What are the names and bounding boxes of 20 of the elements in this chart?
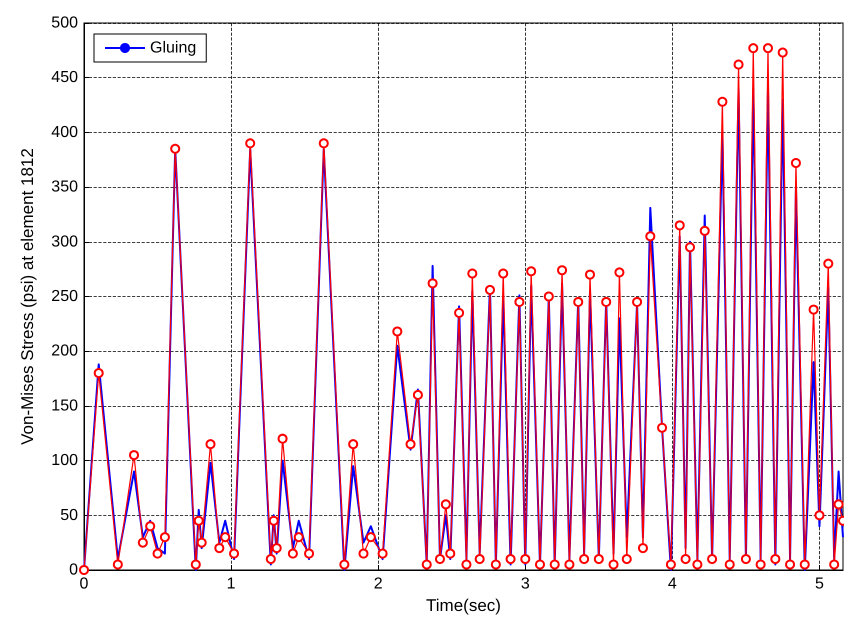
y-tick-label: 500	[51, 14, 78, 32]
x-tick-label: 3	[520, 576, 530, 592]
y-tick-label: 450	[51, 69, 78, 86]
y-tick-label: 50	[60, 506, 78, 524]
x-tick-label: 2	[374, 576, 383, 592]
y-tick-label: 250	[51, 288, 78, 305]
y-tick-label: 350	[51, 178, 78, 196]
x-tick-label: 0	[80, 576, 89, 592]
y-axis-title: Von-Mises Stress (psi) at element 1812	[18, 148, 37, 445]
y-tick-label: 300	[51, 233, 78, 250]
y-tick-label: 0	[69, 562, 78, 578]
x-tick-label: 5	[815, 576, 824, 592]
x-tick-label: 4	[668, 576, 677, 592]
legend-label: Gluing	[150, 40, 196, 56]
y-tick-label: 200	[51, 342, 78, 360]
y-tick-label: 100	[51, 452, 78, 470]
x-tick-label: 1	[226, 576, 236, 592]
y-tick-label: 400	[51, 124, 78, 141]
y-tick-label: 150	[51, 397, 78, 414]
x-axis-title: Time(sec)	[426, 596, 501, 615]
